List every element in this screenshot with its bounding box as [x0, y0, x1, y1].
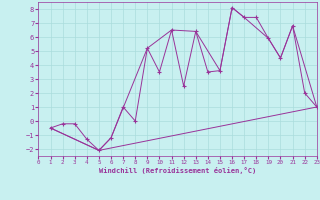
X-axis label: Windchill (Refroidissement éolien,°C): Windchill (Refroidissement éolien,°C) [99, 167, 256, 174]
